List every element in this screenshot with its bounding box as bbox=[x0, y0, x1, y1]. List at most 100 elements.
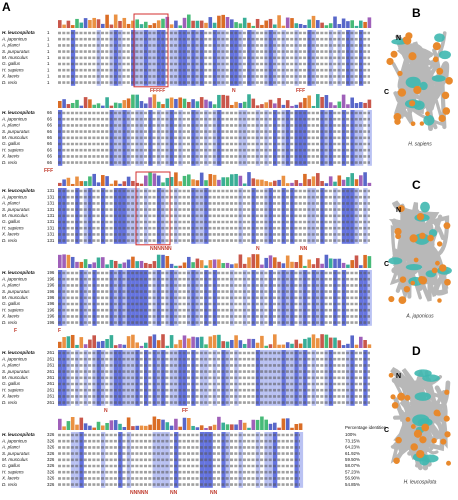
binding-residue bbox=[409, 234, 418, 243]
logo-letter bbox=[161, 254, 165, 268]
logo-letter bbox=[66, 20, 71, 28]
logo-letter bbox=[101, 175, 105, 186]
logo-letter bbox=[294, 262, 299, 268]
species-name: S. purpuratus bbox=[2, 451, 30, 456]
residue-start: 66 bbox=[47, 141, 52, 146]
logo-letter bbox=[66, 104, 71, 108]
logo-letter bbox=[311, 15, 316, 28]
logo-letter bbox=[260, 416, 264, 430]
logo-letter bbox=[294, 104, 299, 108]
logo-letter bbox=[307, 179, 311, 186]
logo-letter bbox=[255, 18, 260, 28]
structure-caption: H. sapiens bbox=[408, 141, 432, 147]
residue-start: 196 bbox=[47, 314, 55, 319]
binding-residue bbox=[391, 401, 399, 409]
logo-letter bbox=[221, 341, 225, 348]
species-name: A. planci bbox=[1, 201, 21, 206]
logo-letter bbox=[79, 105, 84, 108]
logo-letter bbox=[92, 173, 96, 186]
logo-letter bbox=[281, 263, 286, 268]
logo-letter bbox=[195, 258, 200, 268]
logo-letter bbox=[126, 176, 131, 186]
logo-letter bbox=[139, 425, 144, 430]
logo-letter bbox=[367, 182, 372, 186]
logo-letter bbox=[273, 103, 277, 108]
logo-letter bbox=[156, 419, 161, 430]
logo-letter bbox=[105, 97, 109, 108]
site-annotation: N bbox=[104, 408, 108, 414]
logo-letter bbox=[204, 180, 208, 186]
residue-start: 1 bbox=[47, 80, 50, 85]
logo-letter bbox=[88, 339, 92, 348]
species-name: M. musculus bbox=[2, 457, 28, 462]
logo-letter bbox=[341, 179, 346, 186]
logo-letter bbox=[251, 25, 256, 28]
logo-letter bbox=[187, 14, 191, 28]
logo-letter bbox=[354, 103, 359, 108]
logo-letter bbox=[122, 100, 127, 108]
site-annotation: F bbox=[58, 328, 61, 334]
logo-letter bbox=[320, 181, 324, 186]
logo-letter bbox=[79, 181, 84, 186]
hydrophobic-patch bbox=[413, 233, 430, 245]
logo-letter bbox=[83, 423, 88, 430]
logo-letter bbox=[268, 255, 273, 268]
protein-structure bbox=[388, 366, 451, 471]
logo-letter bbox=[285, 17, 290, 28]
species-name: H. sapiens bbox=[2, 225, 24, 230]
logo-letter bbox=[238, 254, 243, 268]
residue-start: 131 bbox=[47, 194, 55, 199]
logo-letter bbox=[225, 424, 230, 430]
logo-letter bbox=[178, 265, 182, 268]
logo-letter bbox=[113, 420, 118, 430]
logo-letter bbox=[294, 339, 299, 348]
residue-start: 196 bbox=[47, 289, 55, 294]
logo-letter bbox=[118, 103, 122, 108]
logo-letter bbox=[148, 336, 152, 348]
logo-letter bbox=[230, 104, 234, 108]
binding-residue bbox=[433, 409, 441, 417]
logo-letter bbox=[341, 262, 346, 268]
logo-letter bbox=[320, 96, 324, 108]
species-name: G. gallus bbox=[2, 301, 21, 306]
residue-start: 1 bbox=[47, 30, 50, 35]
site-annotation: NN bbox=[210, 490, 218, 496]
logo-letter bbox=[307, 337, 311, 348]
logo-letter bbox=[191, 425, 195, 430]
logo-letter bbox=[58, 182, 62, 186]
logo-letter bbox=[350, 260, 354, 268]
logo-letter bbox=[281, 344, 286, 348]
logo-letter bbox=[277, 179, 281, 186]
identity-value: 54.85% bbox=[345, 482, 360, 487]
logo-letter bbox=[195, 180, 200, 186]
binding-residue bbox=[413, 429, 423, 438]
logo-letter bbox=[101, 257, 105, 268]
logo-letter bbox=[96, 19, 101, 28]
logo-letter bbox=[109, 24, 114, 28]
logo-letter bbox=[337, 258, 342, 268]
logo-letter bbox=[316, 258, 320, 268]
logo-letter bbox=[328, 337, 333, 348]
logo-letter bbox=[367, 256, 372, 268]
logo-letter bbox=[225, 262, 230, 268]
identity-value: 100% bbox=[345, 432, 356, 437]
logo-letter bbox=[174, 265, 178, 268]
binding-residue bbox=[410, 424, 416, 430]
logo-letter bbox=[96, 341, 101, 348]
logo-letter bbox=[70, 334, 75, 348]
logo-letter bbox=[135, 342, 139, 348]
logo-letter bbox=[264, 181, 268, 186]
binding-residue bbox=[444, 431, 451, 438]
logo-letter bbox=[161, 419, 165, 430]
residue-start: 326 bbox=[47, 482, 55, 487]
logo-letter bbox=[70, 25, 75, 28]
conservation-shade bbox=[298, 432, 304, 488]
binding-residue bbox=[394, 118, 401, 125]
logo-letter bbox=[307, 259, 311, 268]
logo-letter bbox=[333, 337, 337, 348]
residue-start: 326 bbox=[47, 476, 55, 481]
logo-letter bbox=[101, 105, 105, 108]
logo-letter bbox=[105, 14, 109, 28]
hydrophobic-patch bbox=[438, 50, 451, 60]
logo-letter bbox=[83, 97, 88, 108]
